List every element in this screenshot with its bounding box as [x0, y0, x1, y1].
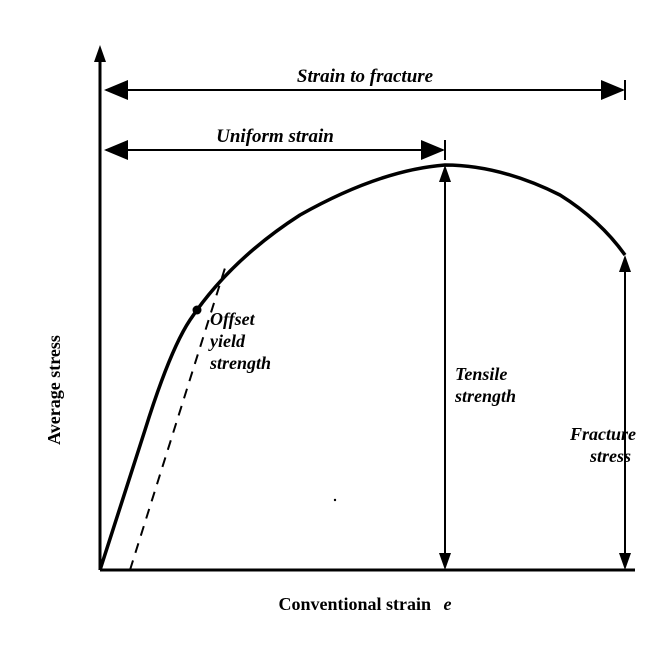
fracture-arrow-up — [619, 255, 631, 272]
uniform-strain-label: Uniform strain — [216, 126, 334, 147]
fracture-stress-label: Fracture stress — [569, 424, 641, 466]
tensile-strength-label: Tensile strength — [454, 364, 516, 406]
strain-to-fracture-label: Strain to fracture — [297, 66, 434, 87]
x-axis-label: Conventional strain e — [278, 594, 451, 614]
y-axis-label: Average stress — [44, 335, 64, 445]
stress-strain-curve — [100, 165, 625, 570]
stray-dot — [334, 499, 336, 501]
y-axis-arrowhead — [94, 45, 106, 62]
offset-yield-label: Offset yield strength — [208, 309, 271, 373]
stress-strain-diagram: Average stress Conventional strain e Str… — [0, 0, 667, 654]
tensile-arrow-up — [439, 165, 451, 182]
offset-yield-point — [193, 306, 202, 315]
tensile-arrow-down — [439, 553, 451, 570]
fracture-arrow-down — [619, 553, 631, 570]
